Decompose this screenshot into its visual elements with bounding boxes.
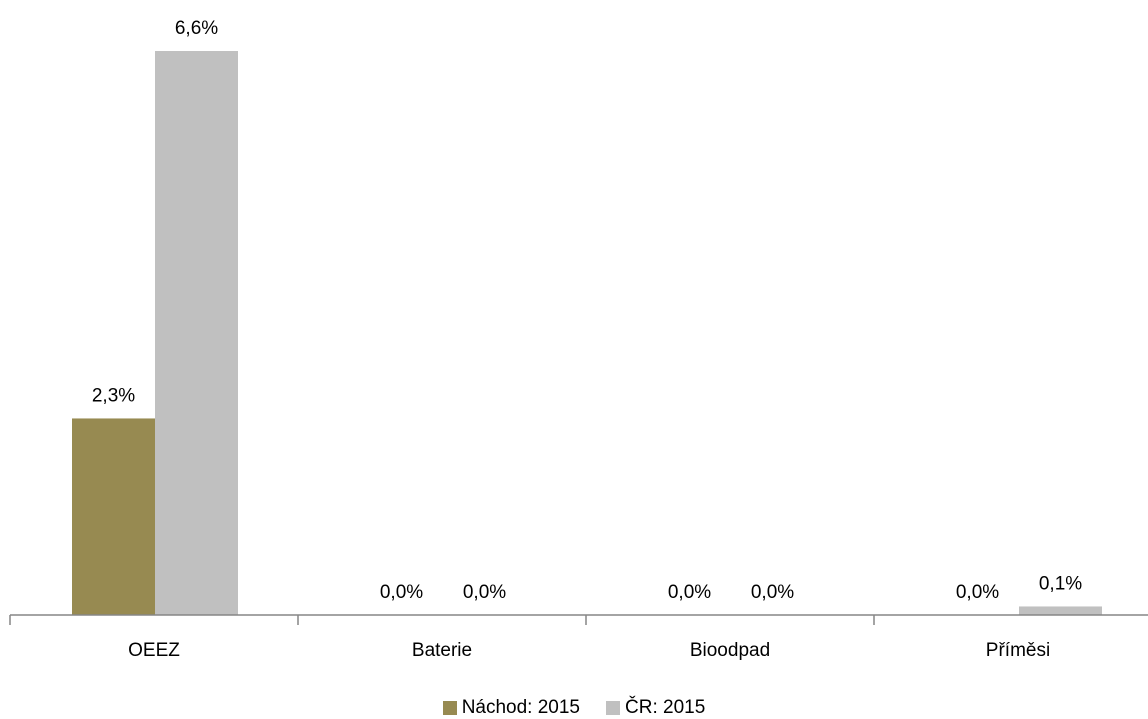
value-label: 0,0% xyxy=(956,582,999,603)
legend-swatch-cr xyxy=(606,701,621,715)
value-labels-layer: 2,3% 0,0% 0,0% 0,0% 6,6% 0,0% 0,0% 0,1% xyxy=(92,18,1082,603)
legend-label-nachod: Náchod: 2015 xyxy=(461,697,581,718)
value-label: 0,0% xyxy=(668,582,711,603)
legend-item-cr: ČR: 2015 xyxy=(606,697,705,719)
value-label: 2,3% xyxy=(92,385,135,406)
bar-nachod-oeez xyxy=(72,418,155,615)
legend-item-nachod: Náchod: 2015 xyxy=(442,697,581,719)
legend-swatch-nachod xyxy=(442,701,457,715)
category-label: OEEZ xyxy=(128,640,180,661)
x-axis-ticks xyxy=(9,615,875,625)
bar-cr-oeez xyxy=(155,51,238,615)
category-label: Příměsi xyxy=(986,640,1050,661)
legend-label-cr: ČR: 2015 xyxy=(625,697,706,718)
bars-layer xyxy=(72,51,1102,615)
category-labels-layer: OEEZ Baterie Bioodpad Příměsi xyxy=(128,640,1050,661)
value-label: 6,6% xyxy=(175,18,218,39)
category-label: Baterie xyxy=(412,640,472,661)
value-label: 0,0% xyxy=(751,582,794,603)
category-label: Bioodpad xyxy=(690,640,770,661)
value-label: 0,0% xyxy=(463,582,506,603)
bar-cr-příměsi xyxy=(1019,606,1102,615)
legend: Náchod: 2015 ČR: 2015 xyxy=(0,697,1148,719)
bar-chart: 2,3% 0,0% 0,0% 0,0% 6,6% 0,0% 0,0% 0,1% OEEZ Bat… xyxy=(9,18,1148,661)
value-label: 0,0% xyxy=(380,582,423,603)
value-label: 0,1% xyxy=(1039,573,1082,594)
